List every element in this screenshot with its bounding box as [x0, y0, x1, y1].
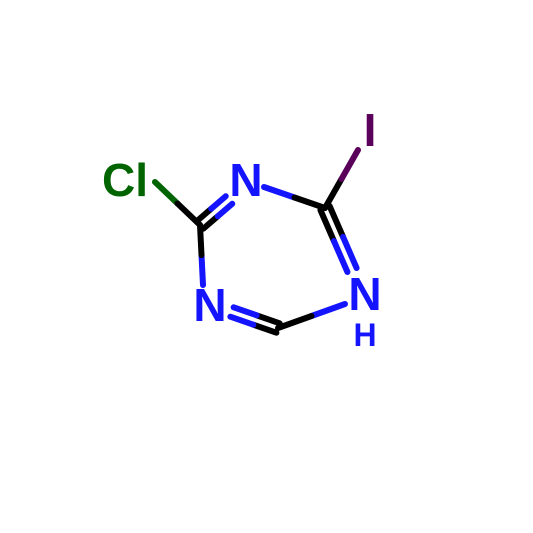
h-atom-label: H	[353, 317, 376, 353]
n-atom-label: N	[193, 279, 226, 331]
n-atom-label: N	[229, 154, 262, 206]
i-atom-label: I	[364, 104, 377, 156]
cl-atom-label: Cl	[102, 154, 148, 206]
n-atom-label: N	[348, 268, 381, 320]
molecule-diagram: ClNNNHI	[0, 0, 533, 533]
